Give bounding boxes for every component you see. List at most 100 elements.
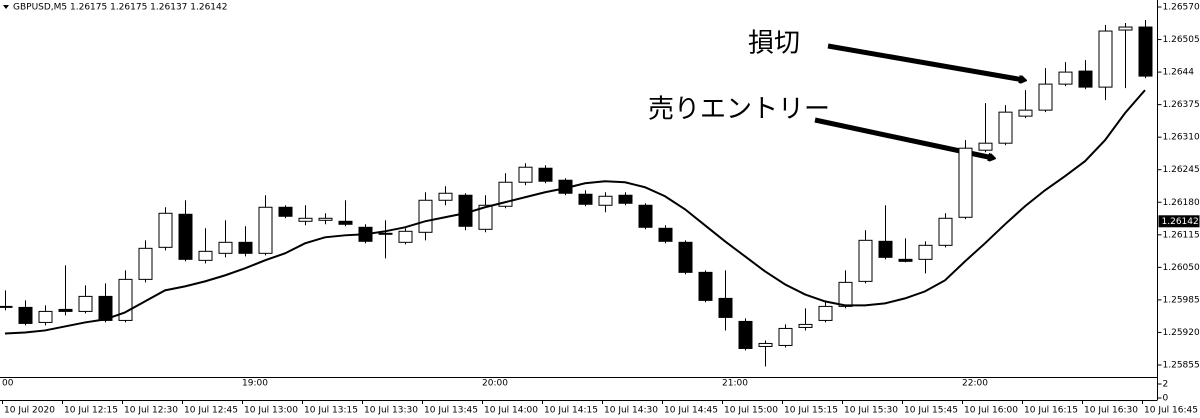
- subwindow-time-label: 20:00: [482, 379, 508, 389]
- candle-body: [778, 327, 793, 346]
- candle-body: [918, 244, 933, 260]
- y-tick-label: 1.26310: [1163, 133, 1200, 143]
- x-tick-label: 10 Jul 15:45: [904, 406, 958, 416]
- x-tick-label: 10 Jul 14:15: [544, 406, 598, 416]
- candle-body: [478, 204, 493, 230]
- x-tick-label: 10 Jul 16:15: [1024, 406, 1078, 416]
- candle-body: [98, 295, 113, 321]
- x-tick-label: 10 Jul 15:00: [724, 406, 778, 416]
- annotation: 売りエントリー: [648, 95, 830, 125]
- candle-body: [218, 241, 233, 254]
- candle-body: [638, 204, 653, 228]
- candle-body: [878, 240, 893, 258]
- candle-body: [898, 258, 913, 262]
- subwindow-time-label: 00: [2, 379, 14, 389]
- x-tick-label: 10 Jul 13:00: [244, 406, 298, 416]
- x-tick-label: 10 Jul 15:15: [784, 406, 838, 416]
- candle-body: [1118, 26, 1133, 31]
- candle-body: [318, 217, 333, 221]
- x-tick-label: 10 Jul 15:30: [844, 406, 898, 416]
- candle-body: [598, 195, 613, 206]
- y-tick-label: 1.26050: [1163, 263, 1200, 273]
- candle-body: [538, 167, 553, 182]
- candle-body: [938, 217, 953, 246]
- candle-body: [818, 305, 833, 321]
- candle-body: [618, 194, 633, 204]
- candle-body: [338, 220, 353, 225]
- x-tick-label: 10 Jul 12:30: [124, 406, 178, 416]
- x-tick-label: 10 Jul 13:15: [304, 406, 358, 416]
- candle-body: [858, 239, 873, 282]
- candle-body: [258, 206, 273, 254]
- x-tick-label: 10 Jul 2020: [4, 406, 55, 416]
- candle-body: [418, 199, 433, 233]
- candle-body: [718, 297, 733, 318]
- candle-body: [238, 241, 253, 254]
- candle-body: [958, 147, 973, 218]
- x-tick-label: 10 Jul 16:30: [1084, 406, 1138, 416]
- y-tick-label: 1.26115: [1163, 230, 1200, 240]
- candle-body: [378, 232, 393, 235]
- subwindow-tick-label: 0: [1163, 394, 1169, 404]
- candle-body: [498, 181, 513, 207]
- y-tick-label: 1.26505: [1163, 35, 1200, 45]
- subwindow-time-label: 22:00: [962, 379, 988, 389]
- candle-body: [798, 323, 813, 328]
- candle-body: [198, 250, 213, 261]
- candle-body: [698, 271, 713, 301]
- x-tick-label: 10 Jul 14:30: [604, 406, 658, 416]
- candle-body: [1098, 30, 1113, 88]
- candle-body: [58, 308, 73, 312]
- annotation-arrow: [827, 43, 1024, 80]
- candle-body: [518, 166, 533, 183]
- x-tick-label: 10 Jul 13:30: [364, 406, 418, 416]
- subwindow-time-label: 19:00: [242, 379, 268, 389]
- x-tick-label: 10 Jul 16:45: [1144, 406, 1198, 416]
- candle-body: [1018, 109, 1033, 117]
- current-price-label: 1.26142: [1162, 217, 1199, 227]
- candle-body: [298, 217, 313, 222]
- annotation: 損切: [748, 29, 800, 59]
- current-price-box: [1158, 215, 1200, 228]
- moving-average-line: [4, 89, 1146, 335]
- candle-body: [1078, 70, 1093, 88]
- y-tick-label: 1.26245: [1163, 165, 1200, 175]
- candle-body: [398, 230, 413, 243]
- candle-body: [1138, 26, 1153, 77]
- candle-body: [158, 212, 173, 248]
- candle-body: [658, 227, 673, 242]
- candle-body: [178, 213, 193, 260]
- candle-body: [998, 111, 1013, 144]
- candle-body: [738, 320, 753, 349]
- candle-body: [78, 295, 93, 312]
- candle-body: [1058, 71, 1073, 85]
- candle-body: [38, 310, 53, 323]
- plot-area: [0, 20, 1153, 367]
- candle-body: [978, 142, 993, 151]
- x-tick-label: 10 Jul 12:15: [64, 406, 118, 416]
- chart-title: GBPUSD,M5 1.26175 1.26175 1.26137 1.2614…: [13, 3, 227, 13]
- candle-body: [758, 342, 773, 347]
- candle-body: [278, 206, 293, 217]
- subwindow-tick-label: 2: [1163, 380, 1169, 390]
- x-tick-label: 10 Jul 14:00: [484, 406, 538, 416]
- candle-body: [18, 306, 33, 324]
- candle-body: [138, 247, 153, 280]
- candle-body: [0, 305, 13, 308]
- candle-body: [1038, 83, 1053, 111]
- y-tick-label: 1.25985: [1163, 295, 1200, 305]
- y-tick-label: 1.26570: [1163, 3, 1200, 13]
- subwindow-time-label: 21:00: [722, 379, 748, 389]
- candle-body: [438, 192, 453, 201]
- y-tick-label: 1.2644: [1163, 68, 1195, 78]
- x-tick-label: 10 Jul 14:45: [664, 406, 718, 416]
- title-arrow: [3, 5, 9, 9]
- y-tick-label: 1.26375: [1163, 100, 1200, 110]
- x-tick-label: 10 Jul 16:00: [964, 406, 1018, 416]
- x-tick-label: 10 Jul 13:45: [424, 406, 478, 416]
- x-tick-label: 10 Jul 12:45: [184, 406, 238, 416]
- y-tick-label: 1.26180: [1163, 198, 1200, 208]
- candle-body: [678, 241, 693, 273]
